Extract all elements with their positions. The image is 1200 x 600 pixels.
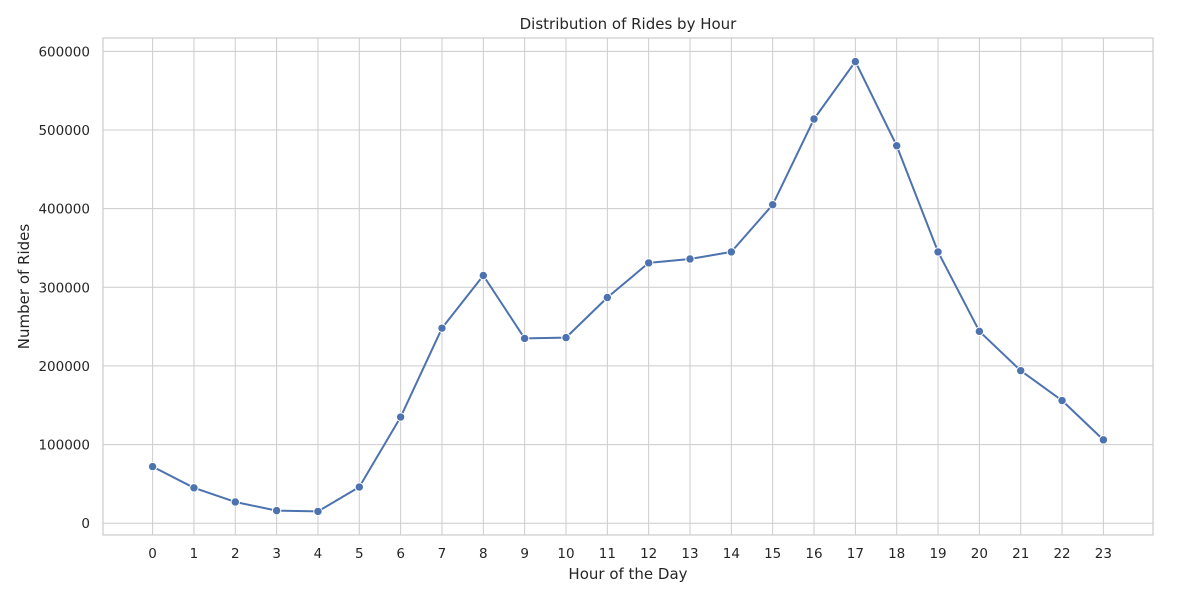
data-point	[602, 292, 613, 303]
y-tick-label: 0	[81, 516, 90, 532]
data-point	[313, 506, 323, 517]
x-tick-label: 22	[1053, 546, 1070, 562]
x-tick-label: 5	[355, 546, 364, 562]
y-tick-label: 100000	[38, 438, 90, 454]
data-point	[271, 505, 282, 516]
x-tick-label: 6	[396, 546, 405, 562]
x-tick-label: 7	[438, 546, 447, 562]
x-tick-label: 2	[231, 546, 240, 562]
series-line	[152, 60, 1105, 513]
x-tick-label: 17	[847, 546, 864, 562]
data-point	[892, 141, 902, 151]
y-gridlines	[103, 50, 1153, 524]
data-point	[354, 482, 364, 492]
data-point	[685, 254, 695, 264]
data-point	[519, 333, 530, 344]
series-layer	[147, 56, 1109, 517]
x-tick-label: 18	[888, 546, 905, 562]
x-axis-title: Hour of the Day	[568, 565, 687, 583]
x-tick-label: 21	[1012, 546, 1029, 562]
x-tick-label: 10	[557, 546, 574, 562]
x-gridlines	[152, 38, 1104, 535]
x-tick-label: 13	[681, 546, 698, 562]
chart-title: Distribution of Rides by Hour	[520, 15, 738, 33]
data-point	[726, 247, 737, 257]
x-tick-label: 8	[479, 546, 488, 562]
x-tick-label: 20	[971, 546, 988, 562]
x-tick-labels: 0 1 2 3 4 5 6 7 8 9 10 11 12 13 14 15 16 17 18 19 20 21 22 23	[148, 546, 1112, 562]
x-tick-label: 23	[1095, 546, 1112, 562]
data-point	[147, 461, 158, 472]
data-point	[395, 412, 406, 422]
y-tick-label: 400000	[38, 202, 90, 218]
x-tick-label: 14	[723, 546, 740, 562]
x-tick-label: 15	[764, 546, 781, 562]
x-tick-label: 4	[314, 546, 323, 562]
x-tick-label: 19	[929, 546, 946, 562]
data-point	[1057, 395, 1067, 406]
data-point	[933, 247, 943, 257]
data-point	[1098, 435, 1109, 445]
data-point	[850, 56, 861, 67]
x-tick-label: 1	[190, 546, 199, 562]
y-axis-title: Number of Rides	[15, 224, 33, 350]
y-tick-label: 500000	[38, 123, 90, 139]
data-point	[1016, 365, 1026, 376]
y-tick-label: 600000	[38, 44, 90, 60]
y-tick-labels: 0 100000 200000 300000 400000 500000 600000	[38, 44, 90, 532]
x-tick-label: 11	[599, 546, 616, 562]
data-point	[643, 258, 654, 268]
data-point	[230, 497, 240, 507]
x-tick-label: 0	[148, 546, 157, 562]
data-point	[478, 270, 489, 281]
data-point	[974, 326, 985, 337]
x-tick-label: 16	[805, 546, 822, 562]
data-point	[809, 114, 819, 124]
x-tick-label: 12	[640, 546, 657, 562]
y-tick-label: 300000	[38, 280, 90, 296]
data-point	[189, 483, 199, 493]
plot-frame	[102, 37, 1154, 536]
x-tick-label: 9	[520, 546, 529, 562]
data-point	[561, 332, 571, 343]
data-point	[437, 323, 447, 333]
y-tick-label: 200000	[38, 359, 90, 375]
data-point	[767, 200, 778, 210]
x-tick-label: 3	[272, 546, 281, 562]
